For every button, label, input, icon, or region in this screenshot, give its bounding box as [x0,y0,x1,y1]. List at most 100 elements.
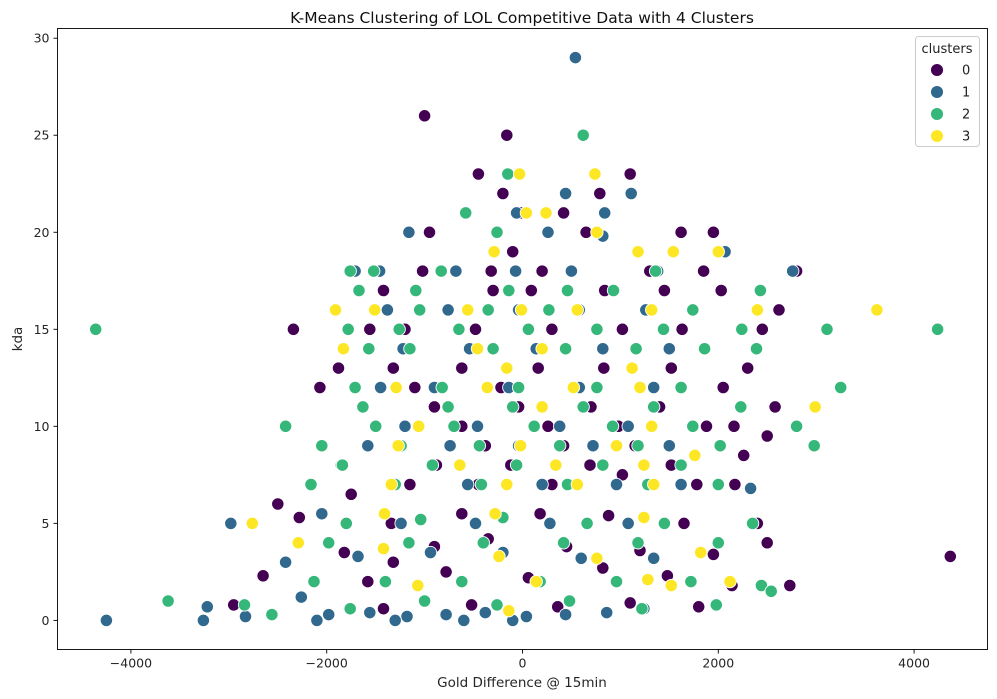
data-point-cluster-2 [322,536,336,550]
data-point-cluster-0 [690,477,704,492]
y-axis: 0 5 10 15 20 25 30 [34,31,58,628]
data-point-cluster-3 [588,167,602,181]
data-point-cluster-0 [727,419,741,433]
data-point-cluster-0 [674,225,688,239]
data-point-cluster-1 [541,225,555,239]
data-point-cluster-3 [529,574,543,589]
data-point-cluster-0 [772,303,786,317]
data-point-cluster-3 [566,380,581,395]
legend: clusters 0 1 2 3 [915,36,980,147]
data-point-cluster-0 [455,361,469,375]
data-point-cluster-2 [697,342,712,356]
data-point-cluster-2 [339,516,353,531]
data-point-cluster-3 [513,439,528,453]
chart-title: K-Means Clustering of LOL Competitive Da… [290,9,754,27]
data-point-cluster-0 [415,264,430,278]
data-point-cluster-2 [343,602,357,616]
data-point-cluster-1 [621,419,635,433]
data-point-cluster-1 [662,439,676,453]
data-point-cluster-3 [723,574,737,589]
data-point-cluster-0 [783,578,797,593]
data-point-cluster-2 [647,400,661,414]
data-point-cluster-2 [378,574,393,589]
data-point-cluster-3 [590,225,604,239]
data-point-cluster-0 [545,322,559,336]
data-point-cluster-2 [709,598,723,612]
data-point-cluster-0 [455,507,469,521]
data-point-cluster-3 [391,439,405,453]
data-point-cluster-3 [328,303,343,317]
data-point-cluster-0 [361,574,375,589]
data-point-cluster-0 [657,283,672,298]
data-point-cluster-2 [392,322,406,336]
data-point-cluster-0 [331,361,346,375]
data-point-cluster-3 [666,245,680,259]
data-point-cluster-2 [590,322,604,336]
data-point-cluster-2 [558,342,573,356]
y-tick-label: 5 [42,516,50,531]
data-point-cluster-2 [657,516,672,531]
data-point-cluster-1 [553,419,567,433]
data-point-cluster-0 [601,508,616,523]
y-tick-label: 10 [34,419,50,434]
data-point-cluster-2 [648,264,663,278]
data-point-cluster-3 [570,477,584,492]
data-point-cluster-2 [735,322,749,336]
x-axis: −4000 −2000 0 2000 4000 [110,649,930,671]
data-point-cluster-2 [472,439,487,453]
data-point-cluster-3 [625,361,639,375]
data-point-cluster-1 [200,600,214,614]
data-point-cluster-3 [376,541,391,556]
data-point-cluster-0 [556,206,571,220]
data-point-cluster-0 [286,322,301,336]
legend-box [915,36,980,147]
data-point-cluster-2 [307,574,321,589]
data-point-cluster-1 [351,549,365,564]
data-point-cluster-3 [384,477,398,492]
data-point-cluster-2 [367,264,381,278]
data-point-cluster-2 [435,380,449,395]
data-point-cluster-1 [457,613,471,628]
data-point-cluster-1 [600,605,614,620]
y-tick-label: 20 [34,225,50,240]
data-point-cluster-2 [476,536,490,550]
data-point-cluster-1 [99,613,114,628]
data-point-cluster-1 [470,419,485,433]
data-point-cluster-0 [376,283,391,298]
data-point-cluster-2 [609,574,624,589]
data-point-cluster-2 [734,400,748,414]
data-point-cluster-2 [409,283,423,298]
data-point-cluster-0 [496,186,510,201]
data-point-cluster-3 [336,342,351,356]
data-point-cluster-2 [161,594,175,608]
data-point-cluster-1 [402,225,416,239]
data-point-cluster-2 [580,516,594,531]
data-point-cluster-2 [511,380,526,395]
data-point-cluster-0 [313,380,327,395]
data-point-cluster-3 [461,303,475,317]
data-point-cluster-0 [760,536,774,550]
data-point-cluster-0 [706,547,721,562]
y-tick-label: 15 [34,322,50,337]
data-point-cluster-0 [755,322,769,336]
data-point-cluster-2 [753,283,768,298]
data-point-cluster-2 [686,419,700,433]
data-point-cluster-1 [361,439,375,453]
x-tick-label: 0 [519,656,527,671]
data-point-cluster-0 [524,283,538,298]
data-point-cluster-1 [315,507,329,521]
data-point-cluster-0 [716,380,730,395]
plot-frame [57,28,988,650]
data-point-cluster-1 [647,380,661,395]
data-point-cluster-2 [789,419,804,433]
data-point-cluster-2 [576,400,590,414]
data-point-cluster-3 [535,342,549,356]
data-point-cluster-3 [645,303,659,317]
data-point-cluster-0 [337,545,351,560]
data-point-cluster-2 [414,512,428,527]
data-point-cluster-0 [706,225,721,239]
data-point-cluster-0 [728,477,742,492]
data-point-cluster-0 [615,468,630,482]
data-point-cluster-0 [464,598,479,612]
data-point-cluster-3 [637,510,651,525]
